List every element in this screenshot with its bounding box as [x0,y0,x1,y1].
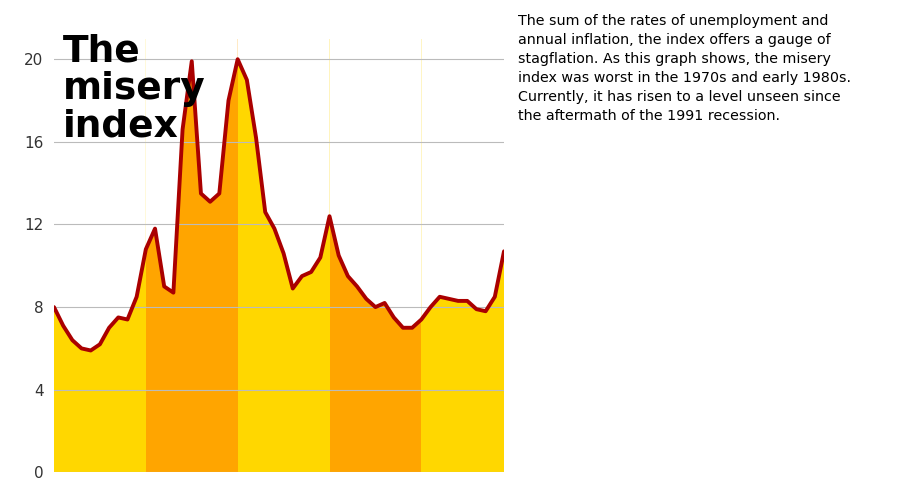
Bar [238,39,329,472]
Bar [421,39,504,472]
Text: The sum of the rates of unemployment and
annual inflation, the index offers a ga: The sum of the rates of unemployment and… [518,14,850,123]
Bar [146,39,238,472]
Bar [54,39,146,472]
Bar [329,39,421,472]
Text: The
misery
index: The misery index [63,34,206,145]
